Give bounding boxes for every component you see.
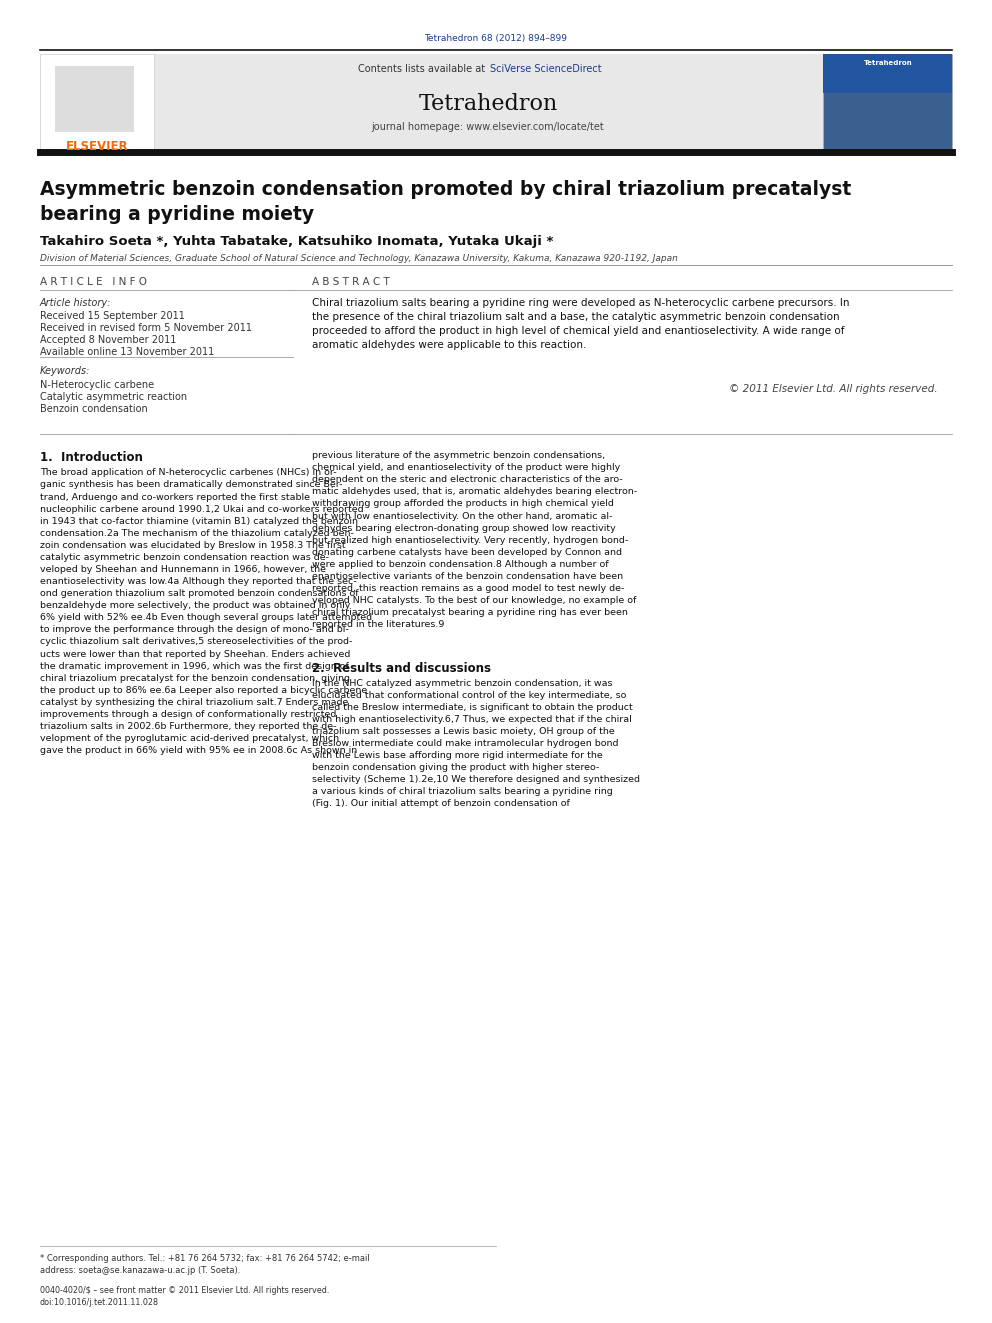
Text: ELSEVIER: ELSEVIER (65, 140, 129, 153)
Text: Received 15 September 2011: Received 15 September 2011 (40, 311, 185, 321)
FancyBboxPatch shape (823, 54, 952, 93)
Text: previous literature of the asymmetric benzoin condensations,
chemical yield, and: previous literature of the asymmetric be… (312, 451, 638, 630)
Text: Catalytic asymmetric reaction: Catalytic asymmetric reaction (40, 392, 186, 402)
FancyBboxPatch shape (154, 54, 823, 149)
FancyBboxPatch shape (40, 54, 154, 149)
FancyBboxPatch shape (823, 54, 952, 149)
Text: Keywords:: Keywords: (40, 366, 90, 377)
Text: 2.  Results and discussions: 2. Results and discussions (312, 662, 491, 675)
Text: Tetrahedron 68 (2012) 894–899: Tetrahedron 68 (2012) 894–899 (425, 34, 567, 44)
Text: * Corresponding authors. Tel.: +81 76 264 5732; fax: +81 76 264 5742; e-mail
add: * Corresponding authors. Tel.: +81 76 26… (40, 1254, 369, 1275)
Text: In the NHC catalyzed asymmetric benzoin condensation, it was
elucidated that con: In the NHC catalyzed asymmetric benzoin … (312, 679, 641, 808)
Text: A B S T R A C T: A B S T R A C T (312, 277, 390, 287)
FancyBboxPatch shape (55, 66, 134, 132)
Text: A R T I C L E   I N F O: A R T I C L E I N F O (40, 277, 147, 287)
Text: Division of Material Sciences, Graduate School of Natural Science and Technology: Division of Material Sciences, Graduate … (40, 254, 678, 263)
Text: Benzoin condensation: Benzoin condensation (40, 404, 148, 414)
Text: Takahiro Soeta *, Yuhta Tabatake, Katsuhiko Inomata, Yutaka Ukaji *: Takahiro Soeta *, Yuhta Tabatake, Katsuh… (40, 235, 554, 249)
Text: Contents lists available at: Contents lists available at (358, 64, 488, 74)
Text: Article history:: Article history: (40, 298, 111, 308)
Text: The broad application of N-heterocyclic carbenes (NHCs) in or-
ganic synthesis h: The broad application of N-heterocyclic … (40, 468, 372, 755)
Text: N-Heterocyclic carbene: N-Heterocyclic carbene (40, 380, 154, 390)
Text: Accepted 8 November 2011: Accepted 8 November 2011 (40, 335, 176, 345)
Text: 0040-4020/$ – see front matter © 2011 Elsevier Ltd. All rights reserved.
doi:10.: 0040-4020/$ – see front matter © 2011 El… (40, 1286, 329, 1307)
Text: Asymmetric benzoin condensation promoted by chiral triazolium precatalyst
bearin: Asymmetric benzoin condensation promoted… (40, 180, 851, 224)
Text: SciVerse ScienceDirect: SciVerse ScienceDirect (490, 64, 602, 74)
Text: Tetrahedron: Tetrahedron (863, 60, 913, 66)
Text: Received in revised form 5 November 2011: Received in revised form 5 November 2011 (40, 323, 252, 333)
Text: journal homepage: www.elsevier.com/locate/tet: journal homepage: www.elsevier.com/locat… (372, 122, 604, 132)
Text: 1.  Introduction: 1. Introduction (40, 451, 143, 464)
Text: Available online 13 November 2011: Available online 13 November 2011 (40, 347, 214, 357)
Text: Chiral triazolium salts bearing a pyridine ring were developed as N-heterocyclic: Chiral triazolium salts bearing a pyridi… (312, 298, 850, 349)
Text: © 2011 Elsevier Ltd. All rights reserved.: © 2011 Elsevier Ltd. All rights reserved… (729, 384, 937, 394)
Text: Tetrahedron: Tetrahedron (419, 93, 558, 115)
